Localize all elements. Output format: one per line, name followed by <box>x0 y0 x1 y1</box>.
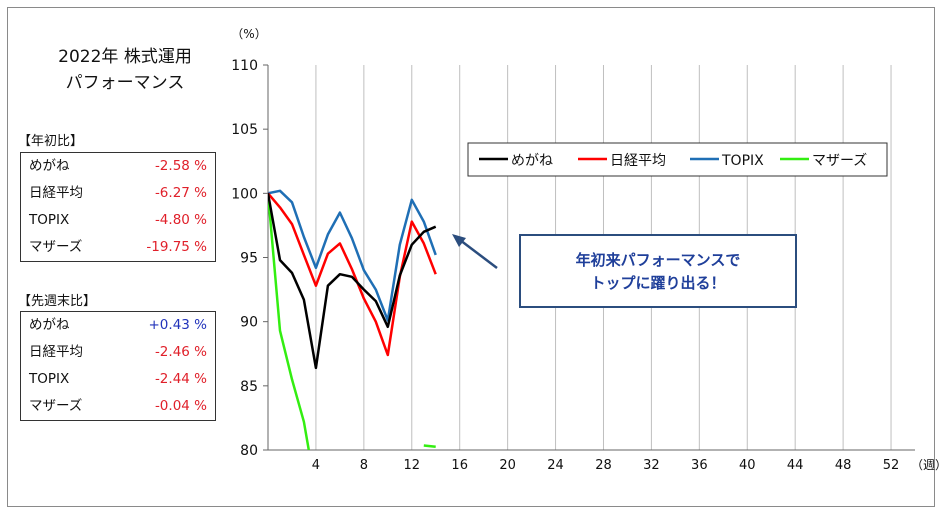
x-tick-label: 40 <box>739 458 756 473</box>
weekly-section-label: 【先週末比】 <box>18 294 97 309</box>
y-tick-label: 110 <box>231 58 258 74</box>
row-name: マザーズ <box>29 398 83 414</box>
x-tick-label: 48 <box>835 458 852 473</box>
ytd-summary-table: めがね -2.58 % 日経平均 -6.27 % TOPIX -4.80 % マ… <box>20 152 216 262</box>
weekly-summary-table: めがね +0.43 % 日経平均 -2.46 % TOPIX -2.44 % マ… <box>20 311 216 421</box>
series-line-2 <box>268 189 437 322</box>
row-name: TOPIX <box>29 212 70 228</box>
x-tick-label: 4 <box>312 458 320 473</box>
x-tick-label: 16 <box>451 458 468 473</box>
y-tick-label: 100 <box>231 186 258 202</box>
y-axis-label: （%） <box>231 27 266 41</box>
row-value: -2.46 % <box>154 344 207 360</box>
title-line-1: 2022年 株式運用 <box>58 47 192 67</box>
row-name: TOPIX <box>29 371 70 387</box>
callout-line-1: 年初来パフォーマンスで <box>575 251 741 269</box>
table-row: TOPIX -4.80 % <box>21 207 215 234</box>
x-axis-label: （週） <box>911 458 944 472</box>
callout-arrow-head <box>452 234 466 247</box>
row-name: めがね <box>29 317 70 333</box>
y-tick-label: 105 <box>231 122 258 138</box>
legend-label: めがね <box>511 153 553 169</box>
x-tick-label: 52 <box>883 458 900 473</box>
row-name: マザーズ <box>29 239 83 255</box>
ytd-section-label: 【年初比】 <box>18 134 84 149</box>
row-value: -4.80 % <box>154 212 207 228</box>
callout-box: 年初来パフォーマンスで トップに躍り出る！ <box>519 234 797 308</box>
row-value: -2.58 % <box>154 158 207 174</box>
x-tick-label: 24 <box>547 458 564 473</box>
row-name: めがね <box>29 158 70 174</box>
table-row: めがね +0.43 % <box>21 312 215 339</box>
x-tick-label: 36 <box>691 458 708 473</box>
title-line-2: パフォーマンス <box>65 73 185 93</box>
row-name: 日経平均 <box>29 185 83 201</box>
x-tick-label: 28 <box>595 458 612 473</box>
table-row: マザーズ -0.04 % <box>21 393 215 420</box>
callout-line-2: トップに躍り出る！ <box>590 274 726 292</box>
x-tick-label: 44 <box>787 458 804 473</box>
y-tick-label: 85 <box>240 379 258 395</box>
legend-label: 日経平均 <box>610 153 666 169</box>
x-tick-label: 32 <box>643 458 660 473</box>
y-tick-label: 80 <box>240 443 258 459</box>
y-tick-label: 95 <box>240 251 258 267</box>
row-value: -19.75 % <box>146 239 207 255</box>
table-row: マザーズ -19.75 % <box>21 234 215 261</box>
legend-box <box>467 142 888 177</box>
table-row: TOPIX -2.44 % <box>21 366 215 393</box>
row-name: 日経平均 <box>29 344 83 360</box>
row-value: -0.04 % <box>154 398 207 414</box>
table-row: 日経平均 -6.27 % <box>21 180 215 207</box>
series-line-3 <box>268 193 436 450</box>
chart-title: 2022年 株式運用 パフォーマンス <box>30 44 220 96</box>
legend-label: マザーズ <box>812 153 867 169</box>
row-value: +0.43 % <box>148 317 208 333</box>
table-row: 日経平均 -2.46 % <box>21 339 215 366</box>
row-value: -6.27 % <box>154 185 207 201</box>
x-tick-label: 8 <box>360 458 368 473</box>
table-row: めがね -2.58 % <box>21 153 215 180</box>
y-tick-label: 90 <box>240 315 258 331</box>
series-line-1 <box>268 192 437 357</box>
series-line-0 <box>268 193 437 370</box>
callout-arrow-line <box>459 239 498 269</box>
x-tick-label: 20 <box>499 458 516 473</box>
legend-label: TOPIX <box>721 153 764 169</box>
x-tick-label: 12 <box>404 458 421 473</box>
row-value: -2.44 % <box>154 371 207 387</box>
